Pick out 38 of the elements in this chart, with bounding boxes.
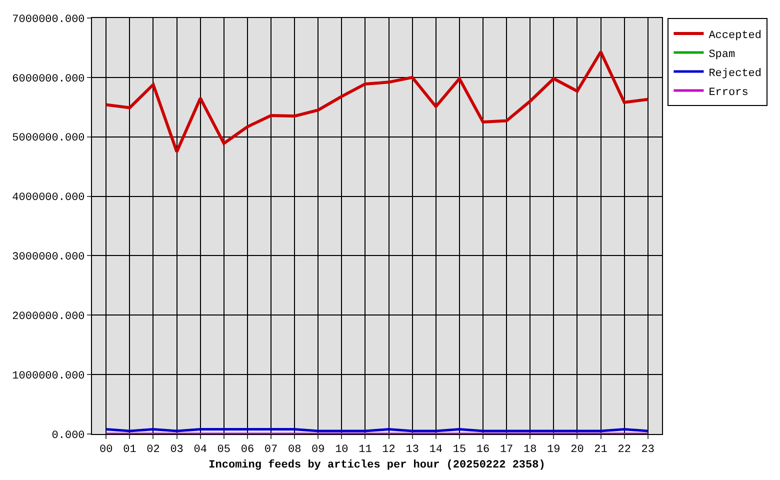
x-tick-label: 10 xyxy=(335,444,348,456)
x-tick-label: 22 xyxy=(618,444,631,456)
legend-label: Spam xyxy=(708,48,736,61)
x-tick-label: 17 xyxy=(500,444,514,456)
x-tick-label: 21 xyxy=(594,444,608,456)
y-tick-label: 0.000 xyxy=(52,430,85,442)
y-tick-label: 3000000.000 xyxy=(12,252,85,264)
x-tick-label: 03 xyxy=(170,444,184,456)
x-tick-label: 13 xyxy=(406,444,419,456)
y-tick-label: 2000000.000 xyxy=(12,310,85,323)
x-tick-label: 20 xyxy=(570,444,584,456)
y-tick-label: 6000000.000 xyxy=(12,73,85,86)
line-series xyxy=(104,50,650,154)
y-tick-label: 1000000.000 xyxy=(12,370,85,382)
x-tick-label: 18 xyxy=(524,444,537,456)
x-tick-label: 08 xyxy=(288,444,302,456)
x-tick-label: 16 xyxy=(476,444,490,456)
x-tick-label: 04 xyxy=(194,444,208,456)
x-tick-label: 19 xyxy=(547,444,560,456)
x-tick-label: 02 xyxy=(146,444,160,456)
x-tick-label: 23 xyxy=(641,444,654,456)
legend-label: Accepted xyxy=(708,30,762,42)
y-tick-label: 4000000.000 xyxy=(12,192,85,204)
x-axis-title: Incoming feeds by articles per hour (20250222 2358) xyxy=(208,458,546,472)
x-tick-label: 07 xyxy=(264,444,278,456)
x-tick-label: 06 xyxy=(240,444,254,456)
x-tick-label: 00 xyxy=(100,444,113,456)
x-tick-label: 15 xyxy=(452,444,466,456)
y-tick-label: 5000000.000 xyxy=(12,132,85,145)
x-tick-label: 05 xyxy=(217,444,230,456)
x-tick-label: 12 xyxy=(382,444,396,456)
x-tick-label: 09 xyxy=(312,444,325,456)
x-tick-label: 14 xyxy=(429,444,443,456)
y-tick-label: 7000000.000 xyxy=(12,14,85,26)
legend-label: Errors xyxy=(708,86,748,99)
x-tick-label: 11 xyxy=(358,444,372,456)
legend-label: Rejected xyxy=(708,68,762,80)
x-tick-label: 01 xyxy=(123,444,137,456)
